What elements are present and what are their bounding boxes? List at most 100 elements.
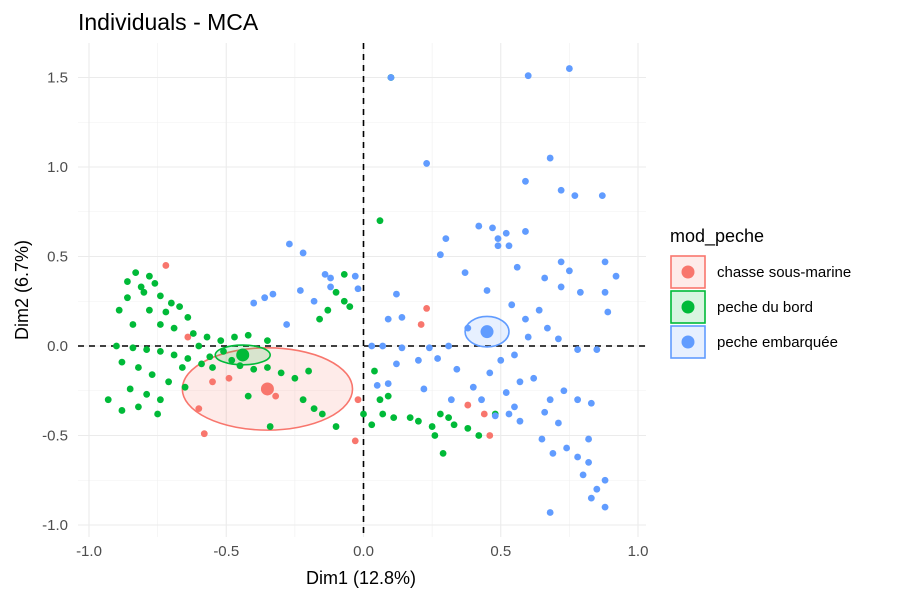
legend-label: peche du bord (717, 299, 813, 316)
data-point (508, 301, 516, 309)
x-axis-title: Dim1 (12.8%) (306, 568, 416, 588)
data-point (156, 396, 164, 404)
data-point (442, 235, 450, 243)
group-centroids (236, 325, 494, 396)
chart-title: Individuals - MCA (78, 9, 259, 35)
legend-key-marker (681, 335, 695, 349)
data-point (524, 333, 532, 341)
data-point (154, 410, 162, 418)
data-point (129, 321, 137, 328)
data-point (593, 346, 601, 353)
y-tick-label: 1.5 (47, 70, 68, 87)
data-point (137, 283, 145, 291)
data-point (231, 333, 238, 341)
data-point (604, 308, 612, 316)
data-point (398, 313, 406, 321)
legend: mod_peche chasse sous-marine peche du bor… (670, 226, 851, 359)
data-point (266, 423, 274, 430)
data-point (475, 432, 483, 439)
data-point (261, 294, 269, 302)
data-point (486, 369, 494, 377)
data-point (332, 423, 340, 430)
data-point (516, 378, 524, 386)
data-point (305, 367, 312, 375)
data-point (390, 414, 398, 421)
data-point (143, 346, 151, 353)
data-point (167, 299, 175, 307)
data-point (244, 392, 252, 400)
data-point (601, 288, 609, 296)
data-point (354, 396, 362, 404)
data-point (453, 365, 461, 373)
data-point (178, 364, 186, 371)
data-point (598, 192, 606, 200)
data-point (574, 453, 582, 461)
data-point (464, 424, 472, 432)
data-point (371, 367, 378, 375)
y-tick-label: 0.5 (47, 249, 68, 266)
data-point (129, 344, 137, 352)
data-point (299, 249, 307, 257)
data-point (494, 235, 502, 243)
data-point (373, 381, 381, 389)
data-point (475, 222, 483, 230)
data-point (170, 351, 178, 359)
data-point (587, 494, 595, 502)
data-point (379, 410, 387, 418)
data-point (447, 396, 455, 404)
data-point (464, 324, 472, 332)
data-point (530, 374, 538, 382)
y-tick-label: 0.0 (47, 338, 68, 355)
data-point (505, 410, 513, 418)
data-point (277, 369, 285, 377)
data-point (291, 374, 299, 382)
data-point (346, 303, 354, 311)
data-point (225, 374, 233, 382)
data-point (360, 410, 367, 418)
x-tick-label: -1.0 (76, 543, 102, 560)
data-point (283, 321, 291, 328)
data-point (579, 471, 587, 479)
data-point (143, 390, 151, 398)
data-point (415, 356, 422, 364)
confidence-ellipses (181, 315, 510, 431)
data-point (546, 154, 554, 162)
data-point (431, 432, 439, 439)
data-point (502, 229, 510, 237)
data-point (206, 353, 214, 361)
data-point (351, 437, 359, 445)
data-point (601, 258, 609, 266)
y-axis-title: Dim2 (6.7%) (12, 240, 32, 340)
data-point (585, 435, 592, 443)
data-point (576, 288, 584, 296)
group-centroid (480, 325, 494, 339)
tick-labels: -1.0 -0.5 0.0 0.5 1.0 -1.0 -0.5 0.0 0.5 1.0 1.5 (42, 70, 648, 561)
data-point (571, 192, 579, 200)
data-point (176, 303, 183, 311)
data-point (327, 283, 334, 291)
data-point (209, 364, 216, 371)
y-tick-label: -0.5 (42, 428, 68, 445)
data-point (393, 290, 400, 298)
data-point (491, 412, 499, 420)
data-point (379, 342, 387, 350)
data-point (423, 305, 431, 312)
data-point (145, 272, 153, 280)
reference-lines (78, 43, 646, 537)
data-point (135, 364, 142, 371)
x-tick-label: -0.5 (213, 543, 239, 560)
data-point (563, 444, 571, 452)
data-point (115, 306, 123, 314)
data-point (464, 401, 472, 409)
data-point (439, 450, 447, 457)
data-point (195, 342, 203, 350)
data-point (156, 292, 164, 300)
data-point (145, 306, 153, 314)
legend-items: chasse sous-marine peche du bord peche emb… (670, 255, 851, 359)
legend-label: peche embarquée (717, 334, 838, 351)
data-point (162, 308, 170, 316)
data-point (272, 392, 280, 400)
data-point (203, 333, 211, 341)
data-point (220, 347, 227, 355)
data-point (478, 396, 485, 404)
